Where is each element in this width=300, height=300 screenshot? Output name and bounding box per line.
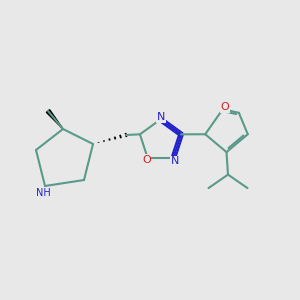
Text: N: N [170,157,179,166]
Text: O: O [221,102,230,112]
Polygon shape [46,110,63,129]
Text: N: N [157,112,165,122]
Text: O: O [142,155,151,165]
Text: NH: NH [36,188,51,199]
